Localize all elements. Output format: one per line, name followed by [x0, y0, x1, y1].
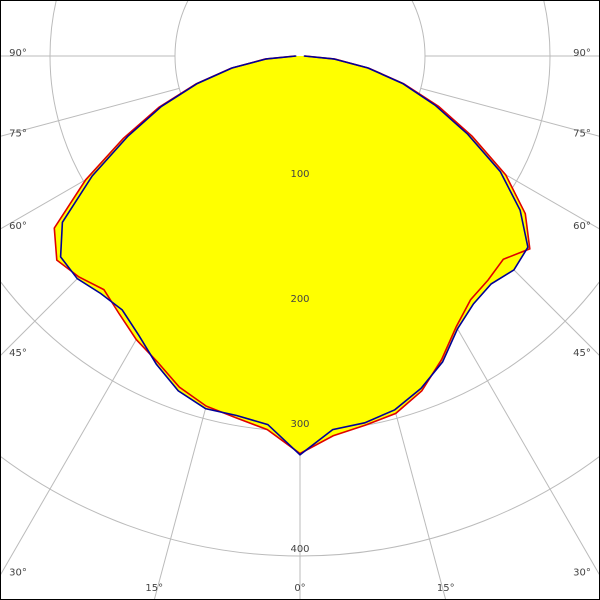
theta-tick-label: 30° [573, 568, 591, 579]
line [53, 55, 531, 455]
area [60, 56, 528, 455]
theta-tick-label: 75° [9, 128, 27, 139]
r-tick-label: 400 [290, 544, 309, 555]
theta-tick-label: 90° [9, 48, 27, 59]
theta-tick-label: 0° [294, 583, 305, 594]
theta-tick-label: 15° [145, 583, 163, 594]
r-tick-label: 300 [290, 419, 309, 430]
labels: 100 200 300 400 90° 75° 60° 45° 30° 15° 0° 15° 30° 45… [9, 48, 591, 594]
theta-tick-label: 30° [9, 568, 27, 579]
theta-tick-label: 60° [9, 221, 27, 232]
theta-tick-label: 45° [9, 348, 27, 359]
plot [53, 55, 531, 456]
r-tick-label: 200 [290, 294, 309, 305]
theta-tick-label: 75° [573, 128, 591, 139]
theta-tick-label: 45° [573, 348, 591, 359]
theta-tick-label: 15° [437, 583, 455, 594]
theta-tick-label: 90° [573, 48, 591, 59]
grid-spoke [420, 87, 600, 137]
line [59, 55, 529, 456]
grid-spoke [0, 87, 180, 137]
theta-tick-label: 60° [573, 221, 591, 232]
r-tick-label: 100 [290, 169, 309, 180]
